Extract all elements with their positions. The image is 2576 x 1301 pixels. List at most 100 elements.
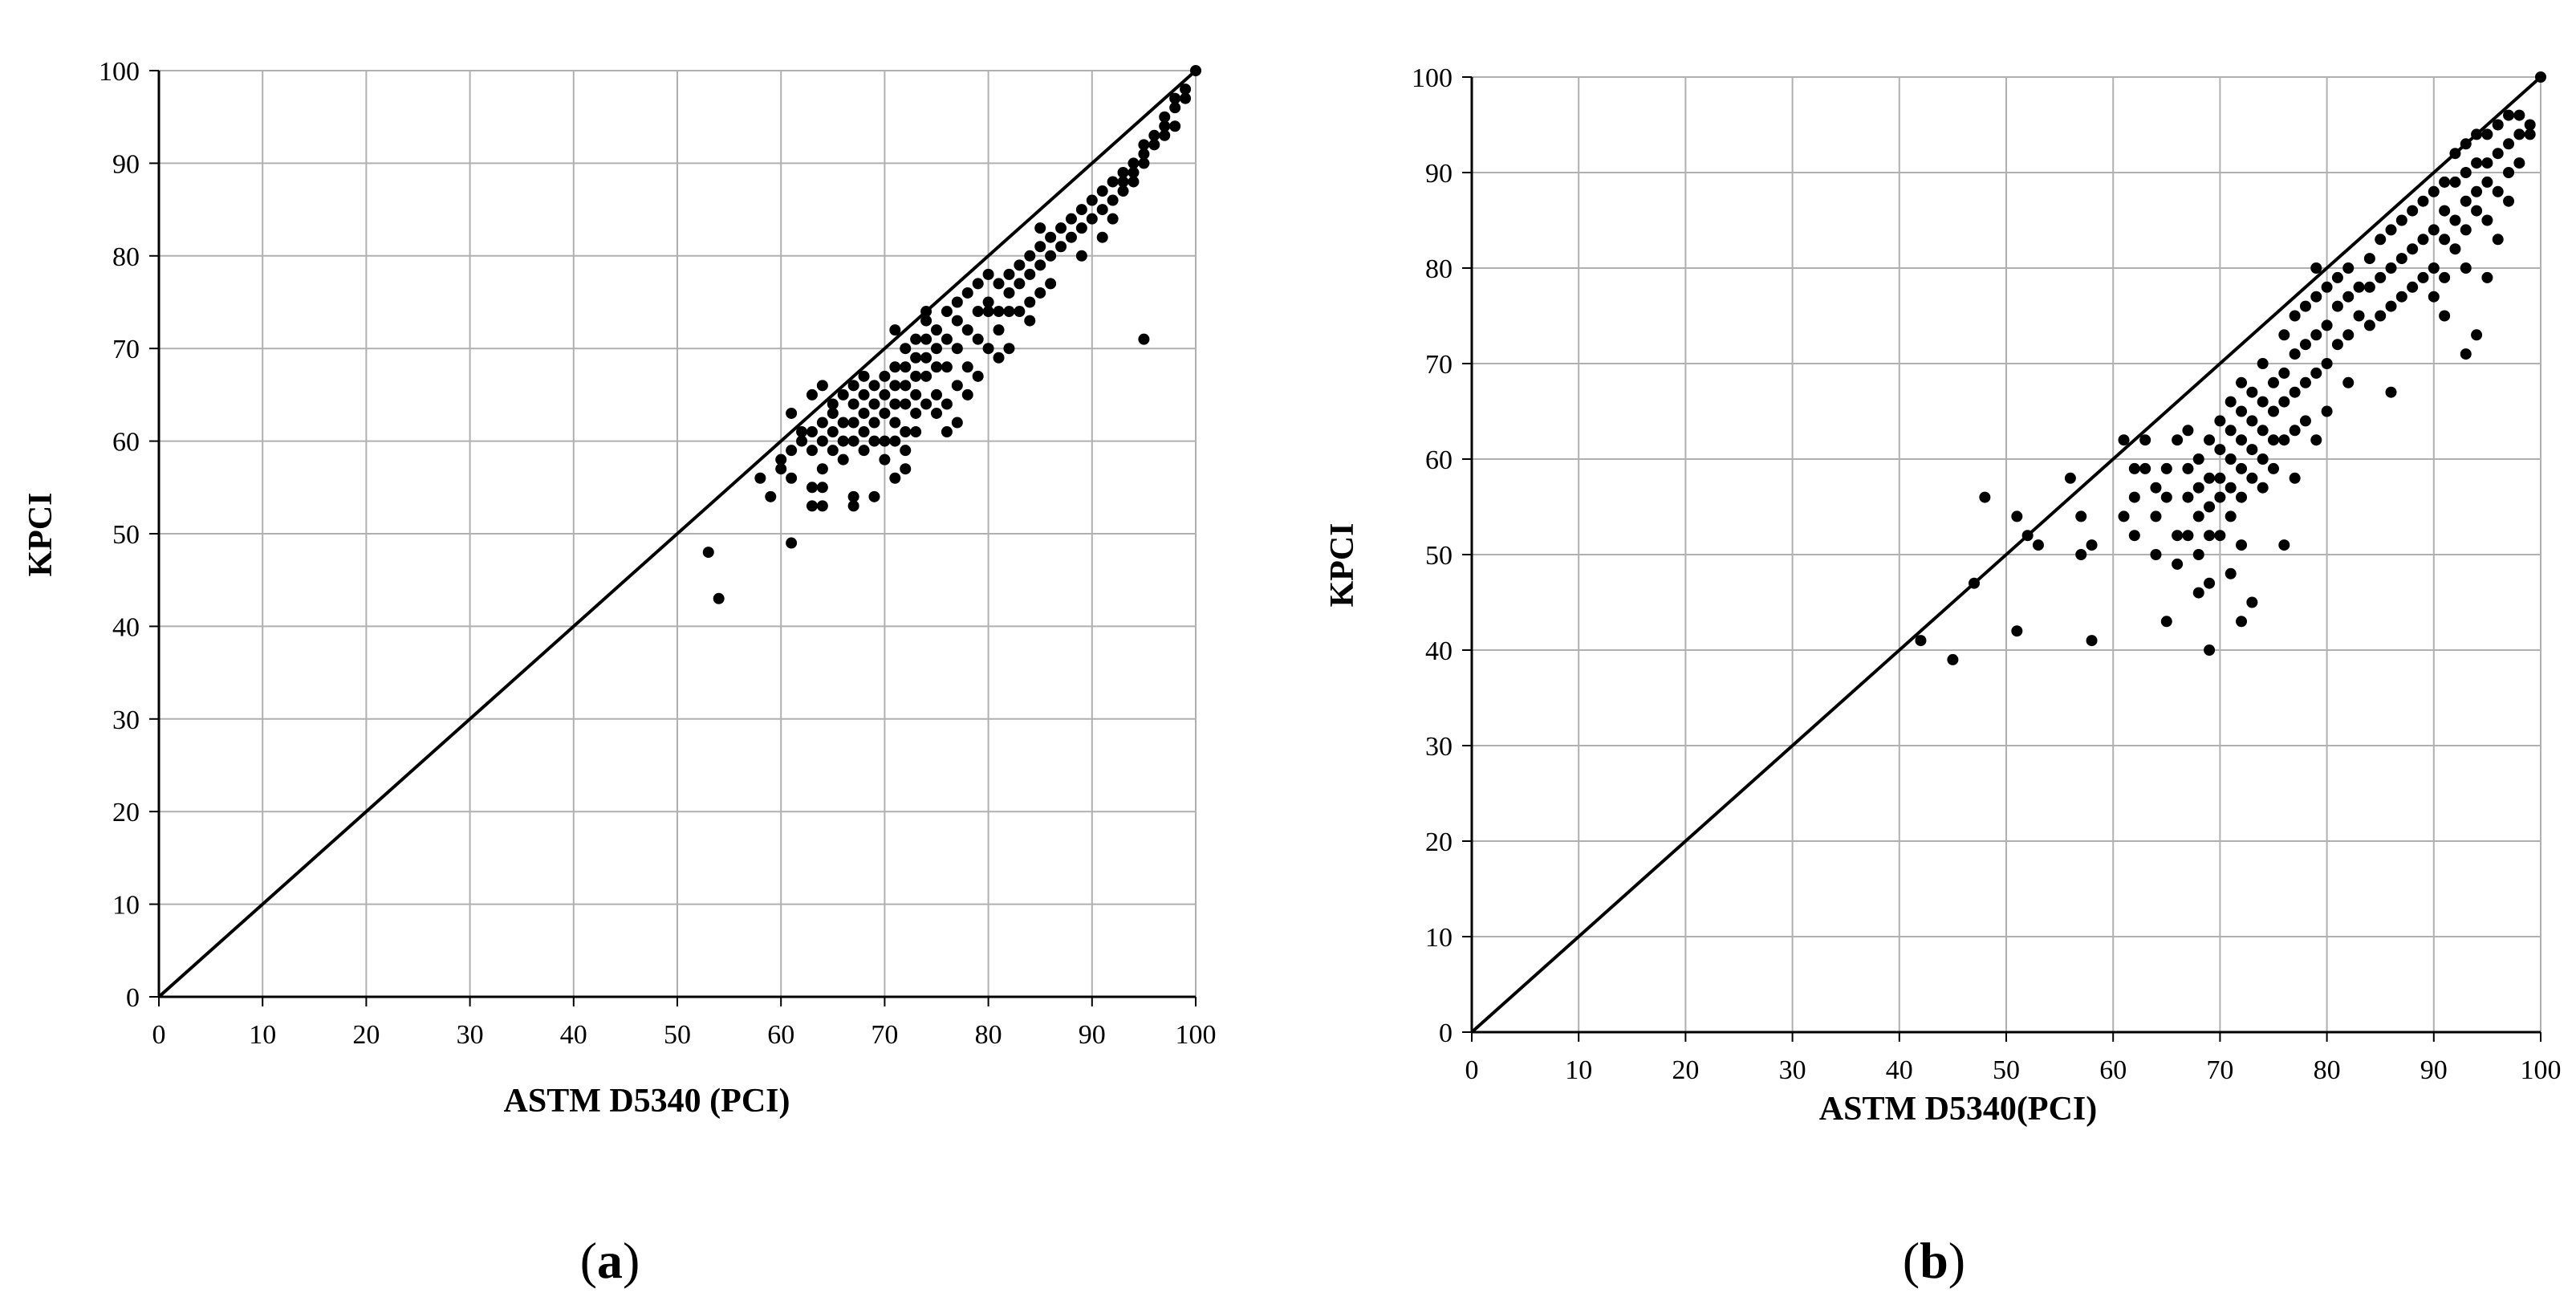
data-point [837,453,849,466]
data-point [2417,234,2429,246]
data-point [1148,139,1160,151]
data-point [2246,444,2258,456]
data-point [2289,386,2301,398]
data-point [2503,167,2515,178]
reference-line [1470,75,2542,1034]
x-tick-label: 30 [457,1020,484,1050]
data-point [702,547,714,559]
data-point [2407,205,2419,217]
data-point [993,352,1005,364]
data-point [2192,510,2204,522]
data-point [2299,339,2311,351]
data-point [920,315,932,327]
data-point [2299,415,2311,427]
data-point [816,435,828,447]
data-point [2395,253,2407,265]
data-point [827,445,839,457]
reference-line [157,69,1197,998]
data-point [2246,386,2258,398]
data-point [2492,148,2504,160]
x-tick-label: 60 [767,1020,794,1050]
data-point [1055,241,1067,253]
data-point [920,352,932,364]
data-point [2460,224,2472,236]
data-point [2481,271,2493,283]
data-point [951,296,963,308]
data-point [796,426,808,438]
data-point [2428,185,2440,197]
data-point [2513,128,2525,140]
data-point [1055,222,1067,234]
y-tick-label: 80 [1425,254,1453,284]
data-point [1045,250,1057,262]
data-point [2471,157,2483,169]
data-point [2535,71,2546,83]
data-point [1979,491,1991,503]
data-point [2160,491,2172,503]
data-point [2449,243,2461,255]
data-point [1159,129,1171,141]
data-point [2172,434,2184,446]
data-point [1159,120,1171,132]
data-point [2268,405,2279,417]
data-point [889,398,901,410]
data-point [2310,329,2322,341]
data-point [2128,462,2140,474]
x-tick-label: 100 [2521,1055,2562,1085]
data-point [951,315,963,327]
data-point [858,370,870,382]
data-point [1138,148,1150,160]
data-point [2064,472,2076,484]
data-point [2492,185,2504,197]
data-point [775,463,787,475]
data-point [2225,396,2237,408]
data-point [1096,204,1108,216]
reference-line-layer [1470,75,2542,1034]
axes [1462,76,2541,1042]
data-point [889,380,901,392]
data-point [1075,250,1087,262]
data-point [2236,616,2248,628]
data-point [2375,310,2387,322]
data-point [1117,166,1129,178]
data-point [2182,530,2194,542]
data-point [2192,453,2204,465]
data-point [2225,453,2237,465]
data-point [920,398,932,410]
data-point [847,417,859,429]
data-point [1003,306,1015,318]
data-point [2439,310,2451,322]
y-tick-label: 50 [112,520,140,550]
data-point [2204,434,2216,446]
data-point [2375,234,2387,246]
data-point [2278,396,2290,408]
data-point [2460,138,2472,150]
data-point [786,407,798,419]
data-point [2172,558,2184,570]
data-point [951,417,963,429]
data-point [931,324,942,336]
data-point [900,398,912,410]
x-tick-label: 60 [2099,1055,2127,1085]
data-point [837,388,849,400]
x-tick-label: 20 [352,1020,380,1050]
data-point [2321,358,2333,369]
data-point [1128,166,1140,178]
data-point [786,537,798,549]
data-point [2118,434,2130,446]
data-point [993,306,1005,318]
data-point [1148,129,1160,141]
data-point [1014,259,1026,271]
data-point [1024,250,1036,262]
data-point [2481,176,2493,188]
data-point [982,296,994,308]
data-point [961,324,973,336]
data-point [858,426,870,438]
data-point [2513,157,2525,169]
data-point [1003,268,1015,280]
data-point [2086,635,2098,647]
data-point [961,287,973,299]
data-point [2128,491,2140,503]
panel-label-letter: b [1920,1232,1948,1289]
x-tick-label: 80 [2314,1055,2341,1085]
